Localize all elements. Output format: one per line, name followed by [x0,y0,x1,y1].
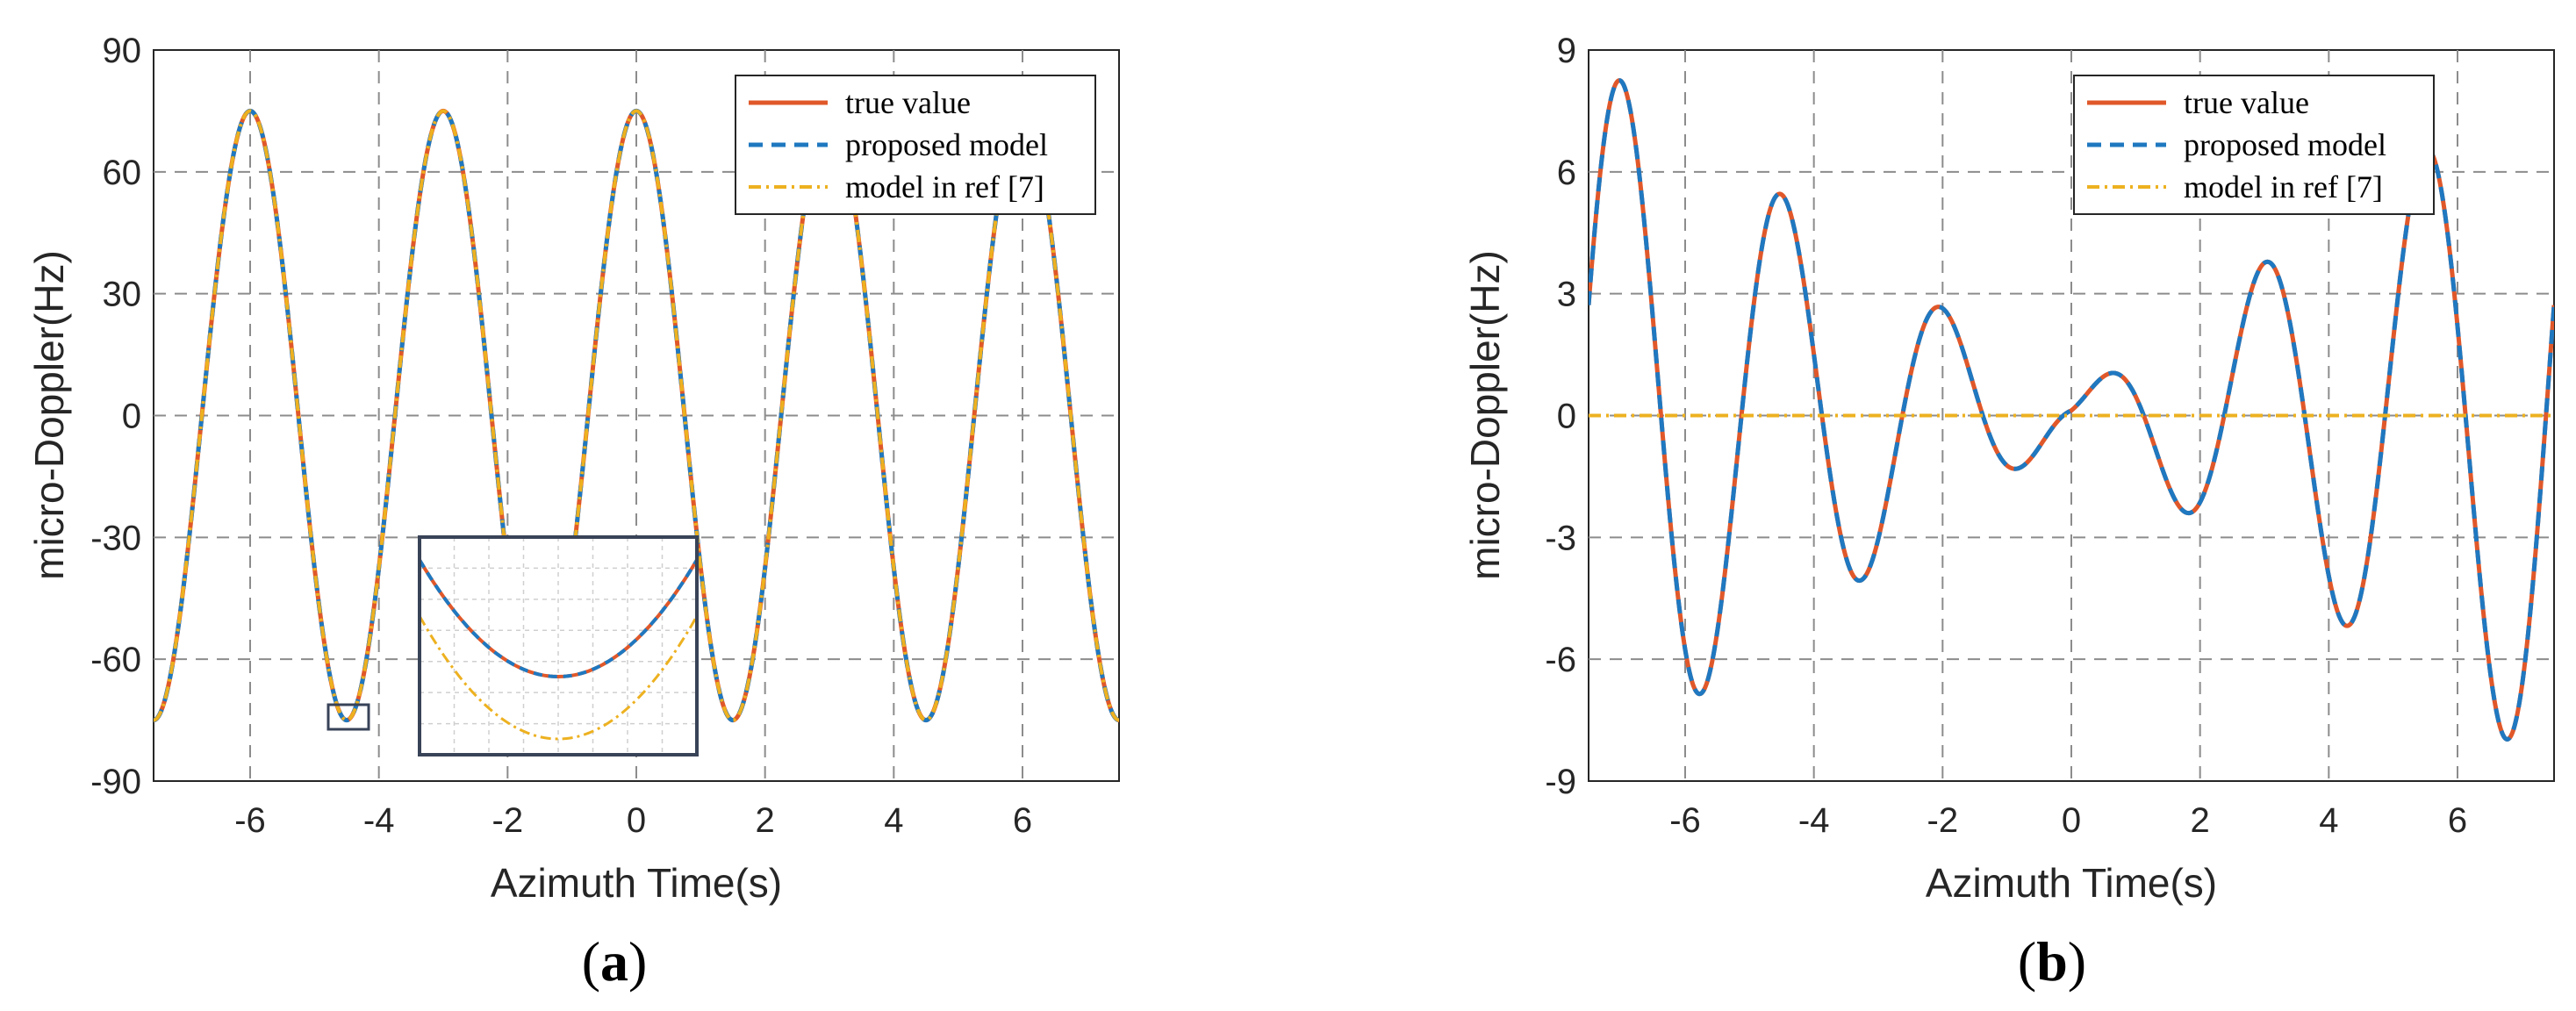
chart-a-x-tick-label: -6 [234,801,266,840]
chart-b-legend-label-proposed-model: proposed model [2184,127,2386,162]
chart-b-series-proposed-model [1589,78,2554,742]
chart-a-legend: true value proposed model model in ref [… [735,75,1096,215]
chart-a-legend-label-proposed-model: proposed model [845,127,1048,162]
chart-a-x-tick-label: 4 [884,801,903,840]
chart-b: -6 -4 -2 0 2 4 6 -9 -6 -3 0 3 6 9 Azimuth Time(s) mi… [1462,32,2555,993]
chart-b-x-ticks: -6 -4 -2 0 2 4 6 [1669,801,2467,840]
chart-a-x-axis-label: Azimuth Time(s) [491,860,782,906]
chart-a: -6 -4 -2 0 2 4 6 -90 -60 -30 0 30 60 90 Azimuth Time… [26,32,1120,993]
chart-b-x-tick-label: -4 [1798,801,1830,840]
chart-b-y-ticks: -9 -6 -3 0 3 6 9 [1545,32,1576,801]
chart-a-y-tick-label: 0 [122,398,141,436]
chart-a-x-tick-label: 6 [1013,801,1032,840]
chart-b-y-tick-label: -6 [1545,641,1576,679]
chart-b-y-tick-label: 9 [1557,32,1576,70]
chart-a-series-model-ref7 [154,109,1119,722]
chart-b-y-tick-label: 0 [1557,398,1576,436]
chart-a-inset-frame [418,535,699,756]
chart-b-legend: true value proposed model model in ref [… [2073,75,2435,215]
chart-a-x-tick-label: -4 [363,801,395,840]
chart-a-inset-series-model-ref7 [418,615,699,741]
chart-b-x-tick-label: 6 [2448,801,2467,840]
chart-a-x-ticks: -6 -4 -2 0 2 4 6 [234,801,1032,840]
chart-a-y-tick-label: -90 [90,763,141,801]
chart-a-y-ticks: -90 -60 -30 0 30 60 90 [90,32,141,801]
chart-b-y-axis-label: micro-Doppler(Hz) [1462,250,1508,580]
chart-a-series [154,108,1119,723]
chart-b-panel-label: (b) [2018,930,2086,993]
chart-b-x-axis-label: Azimuth Time(s) [1926,860,2217,906]
chart-a-inset-series [418,558,699,741]
chart-b-x-tick-label: -6 [1669,801,1701,840]
chart-a-panel-label: (a) [582,930,648,993]
chart-a-x-tick-label: -2 [492,801,524,840]
chart-a-y-tick-label: 90 [103,32,142,70]
chart-a-y-tick-label: 30 [103,276,142,314]
chart-a-y-tick-label: 60 [103,154,142,192]
chart-b-y-tick-label: 3 [1557,276,1576,314]
chart-b-x-tick-label: 4 [2319,801,2338,840]
chart-b-x-tick-label: 2 [2191,801,2210,840]
chart-a-inset-series-proposed-model [418,558,699,679]
chart-b-x-tick-label: 0 [2062,801,2081,840]
chart-b-x-tick-label: -2 [1927,801,1959,840]
chart-a-x-tick-label: 2 [756,801,775,840]
chart-a-inset [418,535,699,756]
chart-b-legend-label-model-ref7: model in ref [7] [2184,169,2383,204]
chart-b-series [1589,78,2554,742]
chart-b-y-tick-label: -9 [1545,763,1576,801]
chart-b-legend-label-true-value: true value [2184,85,2309,120]
chart-a-y-tick-label: -30 [90,519,141,557]
chart-a-zoom-marker [326,703,370,731]
chart-a-y-axis-label: micro-Doppler(Hz) [26,250,72,580]
chart-a-y-tick-label: -60 [90,641,141,679]
chart-a-legend-label-model-ref7: model in ref [7] [845,169,1044,204]
chart-a-x-tick-label: 0 [627,801,646,840]
chart-a-legend-label-true-value: true value [845,85,971,120]
chart-b-y-tick-label: 6 [1557,154,1576,192]
chart-b-y-tick-label: -3 [1545,519,1576,557]
